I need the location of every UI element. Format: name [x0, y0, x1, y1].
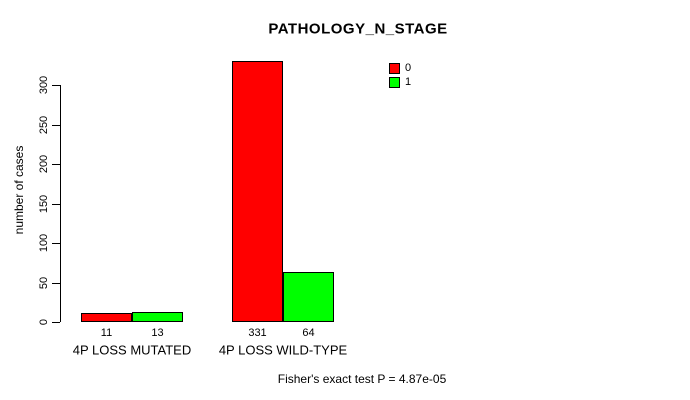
- x-category-label: 4P LOSS MUTATED: [72, 342, 192, 358]
- y-tick-label: 150: [38, 194, 50, 214]
- legend: 0 1: [389, 62, 411, 88]
- statistical-annotation: Fisher's exact test P = 4.87e-05: [277, 372, 447, 386]
- legend-swatch-red: [389, 62, 400, 74]
- legend-item-1: 1: [389, 76, 411, 88]
- legend-label: 0: [405, 62, 412, 74]
- y-tick-label: 250: [38, 115, 50, 135]
- y-tick-label: 200: [38, 154, 50, 174]
- y-tick-mark: [52, 204, 60, 205]
- bar-series-0-group-1: [232, 61, 283, 322]
- x-category-label: 4P LOSS WILD-TYPE: [218, 342, 348, 358]
- bar-series-1-group-0: [132, 312, 183, 322]
- y-tick-mark: [52, 125, 60, 126]
- bar-value-label: 11: [100, 327, 113, 339]
- bar-series-0-group-0: [81, 313, 132, 322]
- bar-value-label: 64: [302, 327, 315, 339]
- y-tick-label: 50: [38, 276, 50, 290]
- y-tick-label: 300: [38, 75, 50, 95]
- y-tick-mark: [52, 283, 60, 284]
- legend-label: 1: [405, 76, 412, 88]
- legend-item-0: 0: [389, 62, 411, 74]
- y-tick-label: 0: [38, 318, 50, 326]
- y-axis-title: number of cases: [12, 145, 26, 235]
- y-tick-mark: [52, 322, 60, 323]
- y-tick-mark: [52, 164, 60, 165]
- y-tick-mark: [52, 85, 60, 86]
- chart-title: PATHOLOGY_N_STAGE: [268, 20, 448, 38]
- legend-swatch-green: [389, 76, 400, 88]
- bar-value-label: 13: [151, 327, 164, 339]
- y-tick-label: 100: [38, 233, 50, 253]
- bar-series-1-group-1: [283, 272, 334, 322]
- y-tick-mark: [52, 243, 60, 244]
- bar-value-label: 331: [248, 327, 267, 339]
- y-axis-line: [60, 85, 61, 322]
